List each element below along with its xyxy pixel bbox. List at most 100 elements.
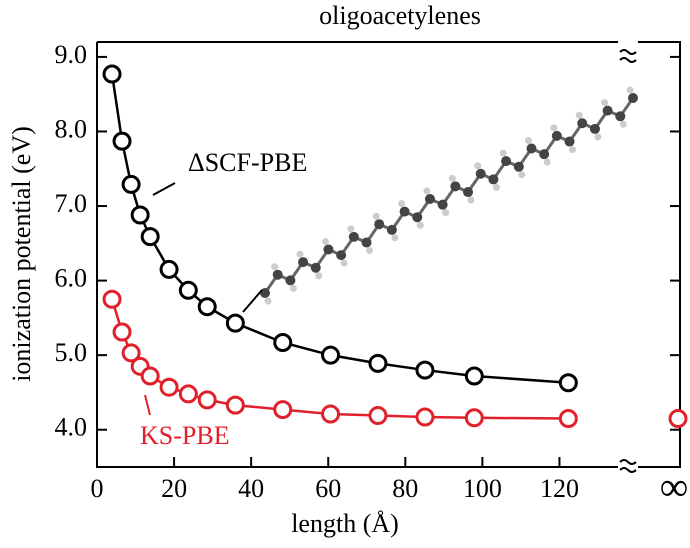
carbon-atom [615,111,626,122]
y-tick-label: 9.0 [55,40,88,69]
data-point [102,64,122,84]
carbon-atom [488,174,499,185]
hydrogen-atom [499,149,507,157]
hydrogen-atom [594,133,602,141]
hydrogen-atom [340,259,348,267]
leader-line [242,289,263,313]
hydrogen-atom [543,158,551,166]
hydrogen-atom [492,183,500,191]
data-point [130,205,150,225]
hydrogen-atom [264,297,272,305]
hydrogen-atom [626,86,634,94]
series-label: ΔSCF-PBE [188,148,307,177]
data-point [197,297,217,317]
carbon-atom [513,161,524,172]
data-point [415,407,435,427]
hydrogen-atom [321,237,329,245]
x-tick-label: 60 [315,474,341,503]
hydrogen-atom [398,200,406,208]
hydrogen-atom [271,263,279,271]
data-point [415,360,435,380]
data-point [112,322,132,342]
x-tick-label: ∞ [660,464,689,509]
carbon-atom [526,143,537,154]
data-point [368,353,388,373]
data-point [464,366,484,386]
carbon-atom [424,193,435,204]
carbon-atom [475,168,486,179]
data-point [159,259,179,279]
y-tick-label: 6.0 [55,264,88,293]
hydrogen-atom [601,99,609,107]
hydrogen-atom [442,209,450,217]
data-point [112,131,132,151]
data-point [321,404,341,424]
hydrogen-atom [372,212,380,220]
carbon-atom [412,212,423,223]
carbon-atom [323,244,334,255]
data-point [558,373,578,393]
carbon-atom [310,262,321,273]
data-point [273,400,293,420]
hydrogen-atom [448,174,456,182]
carbon-atom [539,149,550,160]
data-point [121,343,141,363]
data-point [140,366,160,386]
carbon-atom [577,118,588,129]
carbon-atom [602,105,613,116]
x-tick-label: 120 [540,474,579,503]
y-tick-label: 5.0 [55,338,88,367]
y-tick-label: 7.0 [55,189,88,218]
chart-title: oligoacetylenes [319,1,481,30]
carbon-atom [501,156,512,167]
x-tick-label: 80 [392,474,418,503]
data-point [102,289,122,309]
data-point [140,227,160,247]
carbon-atom [298,257,309,268]
data-point [121,174,141,194]
carbon-atom [374,219,385,230]
hydrogen-atom [575,111,583,119]
data-point [178,384,198,404]
data-point [178,280,198,300]
carbon-atom [336,250,347,261]
data-point [273,332,293,352]
hydrogen-atom [416,221,424,229]
x-axis-label: length (Å) [291,509,399,538]
x-tick-label: 100 [463,474,502,503]
carbon-atom [285,275,296,286]
leader-line [144,394,151,416]
data-point [558,409,578,429]
data-point [368,406,388,426]
x-tick-label: 0 [91,474,104,503]
hydrogen-atom [296,250,304,258]
y-tick-label: 4.0 [55,413,88,442]
data-point [225,313,245,333]
hydrogen-atom [289,284,297,292]
hydrogen-atom [518,171,526,179]
data-point [225,395,245,415]
carbon-atom [348,231,359,242]
data-point [197,390,217,410]
y-tick-label: 8.0 [55,114,88,143]
hydrogen-atom [347,225,355,233]
carbon-atom [463,187,474,198]
hydrogen-atom [423,187,431,195]
series-line [110,298,569,420]
carbon-atom [361,237,372,248]
molecule-image [260,86,638,305]
data-point [159,377,179,397]
limit-point [668,409,688,429]
carbon-atom [260,288,270,298]
data-point [464,408,484,428]
hydrogen-atom [524,136,532,144]
carbon-atom [450,181,461,192]
carbon-atom [551,130,562,141]
hydrogen-atom [569,146,577,154]
x-tick-label: 20 [161,474,187,503]
data-point [321,345,341,365]
hydrogen-atom [366,247,374,255]
carbon-atom [272,269,283,280]
series-label: KS-PBE [140,421,230,450]
